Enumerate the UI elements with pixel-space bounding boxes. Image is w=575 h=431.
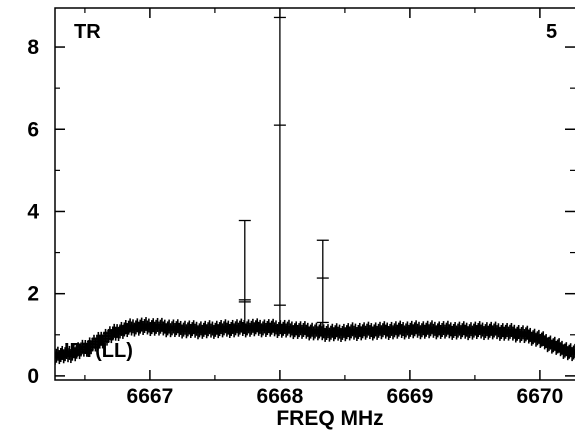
x-tick-label: 6670 <box>517 385 564 408</box>
annotation-bottom-left: IPT(LL) <box>64 340 133 362</box>
spike-series <box>238 16 329 331</box>
spike <box>238 219 251 331</box>
x-axis: 6667 6668 6669 6670 <box>84 8 564 408</box>
spike <box>273 16 286 331</box>
y-tick-label: 0 <box>27 365 39 388</box>
baseline-series <box>55 317 575 365</box>
y-tick-label: 2 <box>27 283 39 306</box>
annotation-top-right: 5 <box>546 21 557 43</box>
spike <box>316 239 329 331</box>
y-tick-label: 6 <box>27 118 39 141</box>
plot-frame <box>54 7 575 381</box>
y-tick-label: 4 <box>27 200 39 223</box>
x-tick-label: 6668 <box>257 385 304 408</box>
x-tick-label: 6669 <box>387 385 434 408</box>
data-point <box>565 347 575 362</box>
y-axis: 0 2 4 6 8 <box>27 36 575 388</box>
data-point <box>566 345 575 360</box>
x-axis-label: FREQ MHz <box>276 407 383 430</box>
y-tick-label: 8 <box>27 36 39 59</box>
x-tick-label: 6667 <box>127 385 174 408</box>
data-point <box>568 343 575 358</box>
annotation-top-left: TR <box>74 21 101 43</box>
